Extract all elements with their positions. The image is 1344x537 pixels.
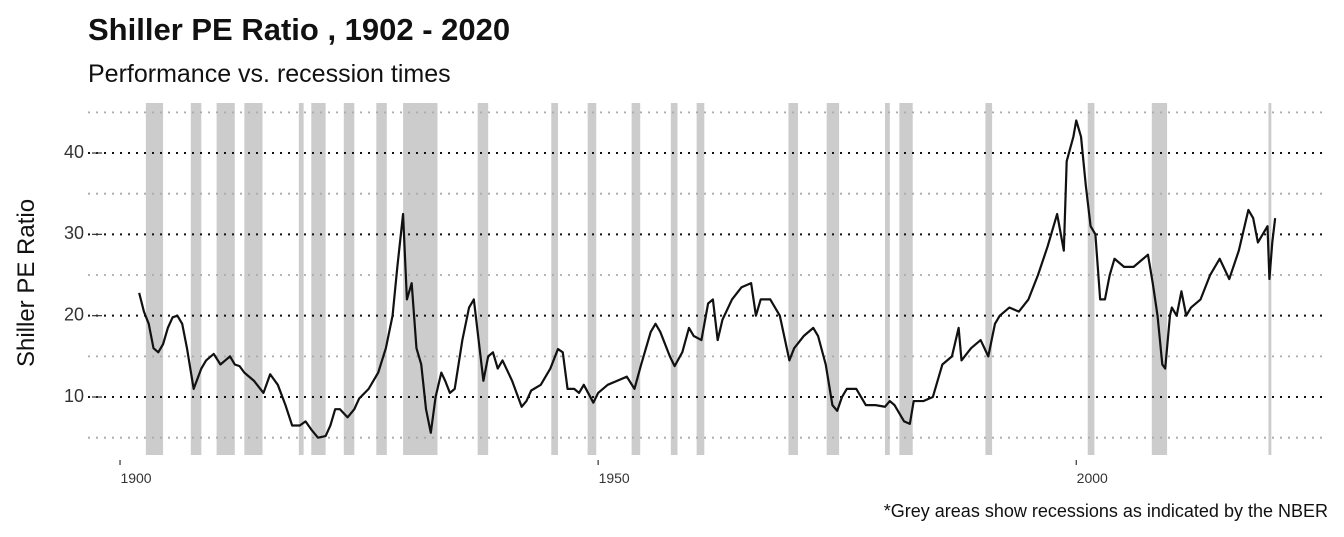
recession-band [376,103,387,455]
recession-band [298,103,304,455]
chart-title: Shiller PE Ratio , 1902 - 2020 [88,12,510,47]
recession-band [587,103,597,455]
recession-band [403,103,438,455]
recession-band [985,103,993,455]
recession-band [1151,103,1168,455]
recession-band [343,103,355,455]
y-tick-label: 20 [64,304,84,324]
recession-band [899,103,913,455]
x-tick-label: 1900 [120,470,151,486]
recession-band [244,103,263,455]
recession-band [826,103,840,455]
recession-band [311,103,326,455]
recession-band [477,103,489,455]
pe-line [138,119,1277,439]
chart-subtitle: Performance vs. recession times [88,60,451,88]
recession-band [190,103,202,455]
recession-band [885,103,890,455]
y-tick-label: 40 [64,142,84,162]
recession-band [1087,103,1095,455]
recession-band [631,103,641,455]
x-tick-label: 1950 [599,470,630,486]
recession-band [216,103,235,455]
y-axis-label: Shiller PE Ratio [13,199,40,367]
x-tick-label: 2000 [1077,470,1108,486]
y-tick-label: 10 [64,386,84,406]
y-tick-label: 30 [64,223,84,243]
caption: *Grey areas show recessions as indicated… [884,501,1328,521]
recession-band [696,103,705,455]
recession-band [145,103,164,455]
recession-band [788,103,798,455]
recession-band [670,103,678,455]
recession-band [551,103,558,455]
